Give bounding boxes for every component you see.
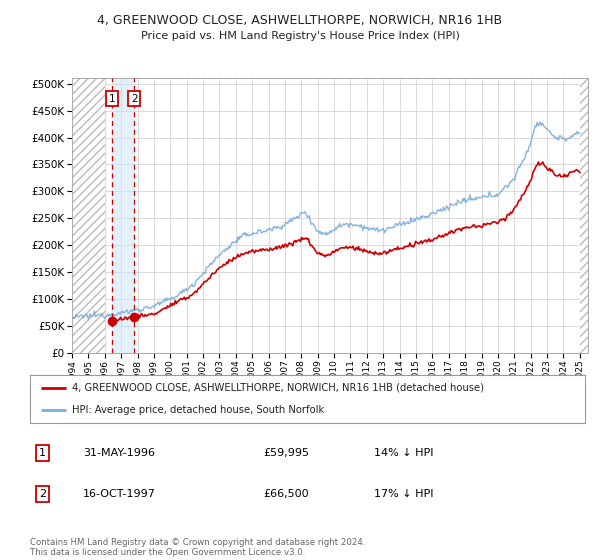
Text: £59,995: £59,995 (263, 447, 309, 458)
Text: HPI: Average price, detached house, South Norfolk: HPI: Average price, detached house, Sout… (71, 405, 324, 416)
Text: 31-MAY-1996: 31-MAY-1996 (83, 447, 155, 458)
Text: 14% ↓ HPI: 14% ↓ HPI (374, 447, 434, 458)
Text: 16-OCT-1997: 16-OCT-1997 (83, 489, 155, 499)
Bar (112, 78, 134, 353)
Text: Price paid vs. HM Land Registry's House Price Index (HPI): Price paid vs. HM Land Registry's House … (140, 31, 460, 41)
Text: £66,500: £66,500 (263, 489, 309, 499)
Bar (580, 78, 588, 353)
Text: 4, GREENWOOD CLOSE, ASHWELLTHORPE, NORWICH, NR16 1HB (detached house): 4, GREENWOOD CLOSE, ASHWELLTHORPE, NORWI… (71, 382, 484, 393)
Text: 2: 2 (131, 94, 137, 104)
Text: 17% ↓ HPI: 17% ↓ HPI (374, 489, 434, 499)
Text: Contains HM Land Registry data © Crown copyright and database right 2024.
This d: Contains HM Land Registry data © Crown c… (30, 538, 365, 557)
Text: 4, GREENWOOD CLOSE, ASHWELLTHORPE, NORWICH, NR16 1HB: 4, GREENWOOD CLOSE, ASHWELLTHORPE, NORWI… (97, 14, 503, 27)
Bar (72, 78, 105, 353)
Text: 1: 1 (39, 447, 46, 458)
Text: 2: 2 (38, 489, 46, 499)
Text: 1: 1 (109, 94, 115, 104)
